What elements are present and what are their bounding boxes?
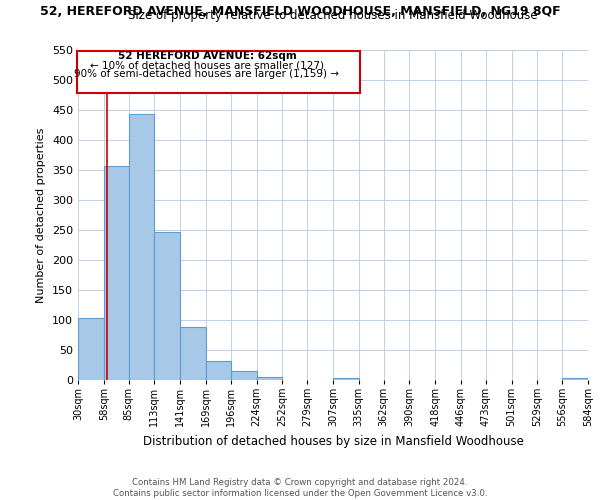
Bar: [78, 318, 104, 380]
Bar: [104, 166, 128, 380]
Text: 52, HEREFORD AVENUE, MANSFIELD WOODHOUSE, MANSFIELD, NG19 8QF: 52, HEREFORD AVENUE, MANSFIELD WOODHOUSE…: [40, 5, 560, 18]
FancyBboxPatch shape: [77, 50, 359, 92]
Bar: [180, 326, 206, 380]
Text: ← 10% of detached houses are smaller (127): ← 10% of detached houses are smaller (12…: [90, 60, 324, 70]
Text: 90% of semi-detached houses are larger (1,159) →: 90% of semi-detached houses are larger (…: [74, 68, 340, 78]
Text: Contains HM Land Registry data © Crown copyright and database right 2024.
Contai: Contains HM Land Registry data © Crown c…: [113, 478, 487, 498]
Title: Size of property relative to detached houses in Mansfield Woodhouse: Size of property relative to detached ho…: [128, 10, 538, 22]
Bar: [231, 371, 257, 380]
Bar: [333, 378, 359, 380]
Bar: [128, 114, 154, 380]
Bar: [154, 232, 180, 380]
Bar: [257, 377, 283, 380]
Y-axis label: Number of detached properties: Number of detached properties: [37, 128, 46, 302]
Text: 52 HEREFORD AVENUE: 62sqm: 52 HEREFORD AVENUE: 62sqm: [118, 51, 296, 61]
X-axis label: Distribution of detached houses by size in Mansfield Woodhouse: Distribution of detached houses by size …: [143, 435, 523, 448]
Bar: [562, 378, 588, 380]
Bar: [206, 362, 231, 380]
